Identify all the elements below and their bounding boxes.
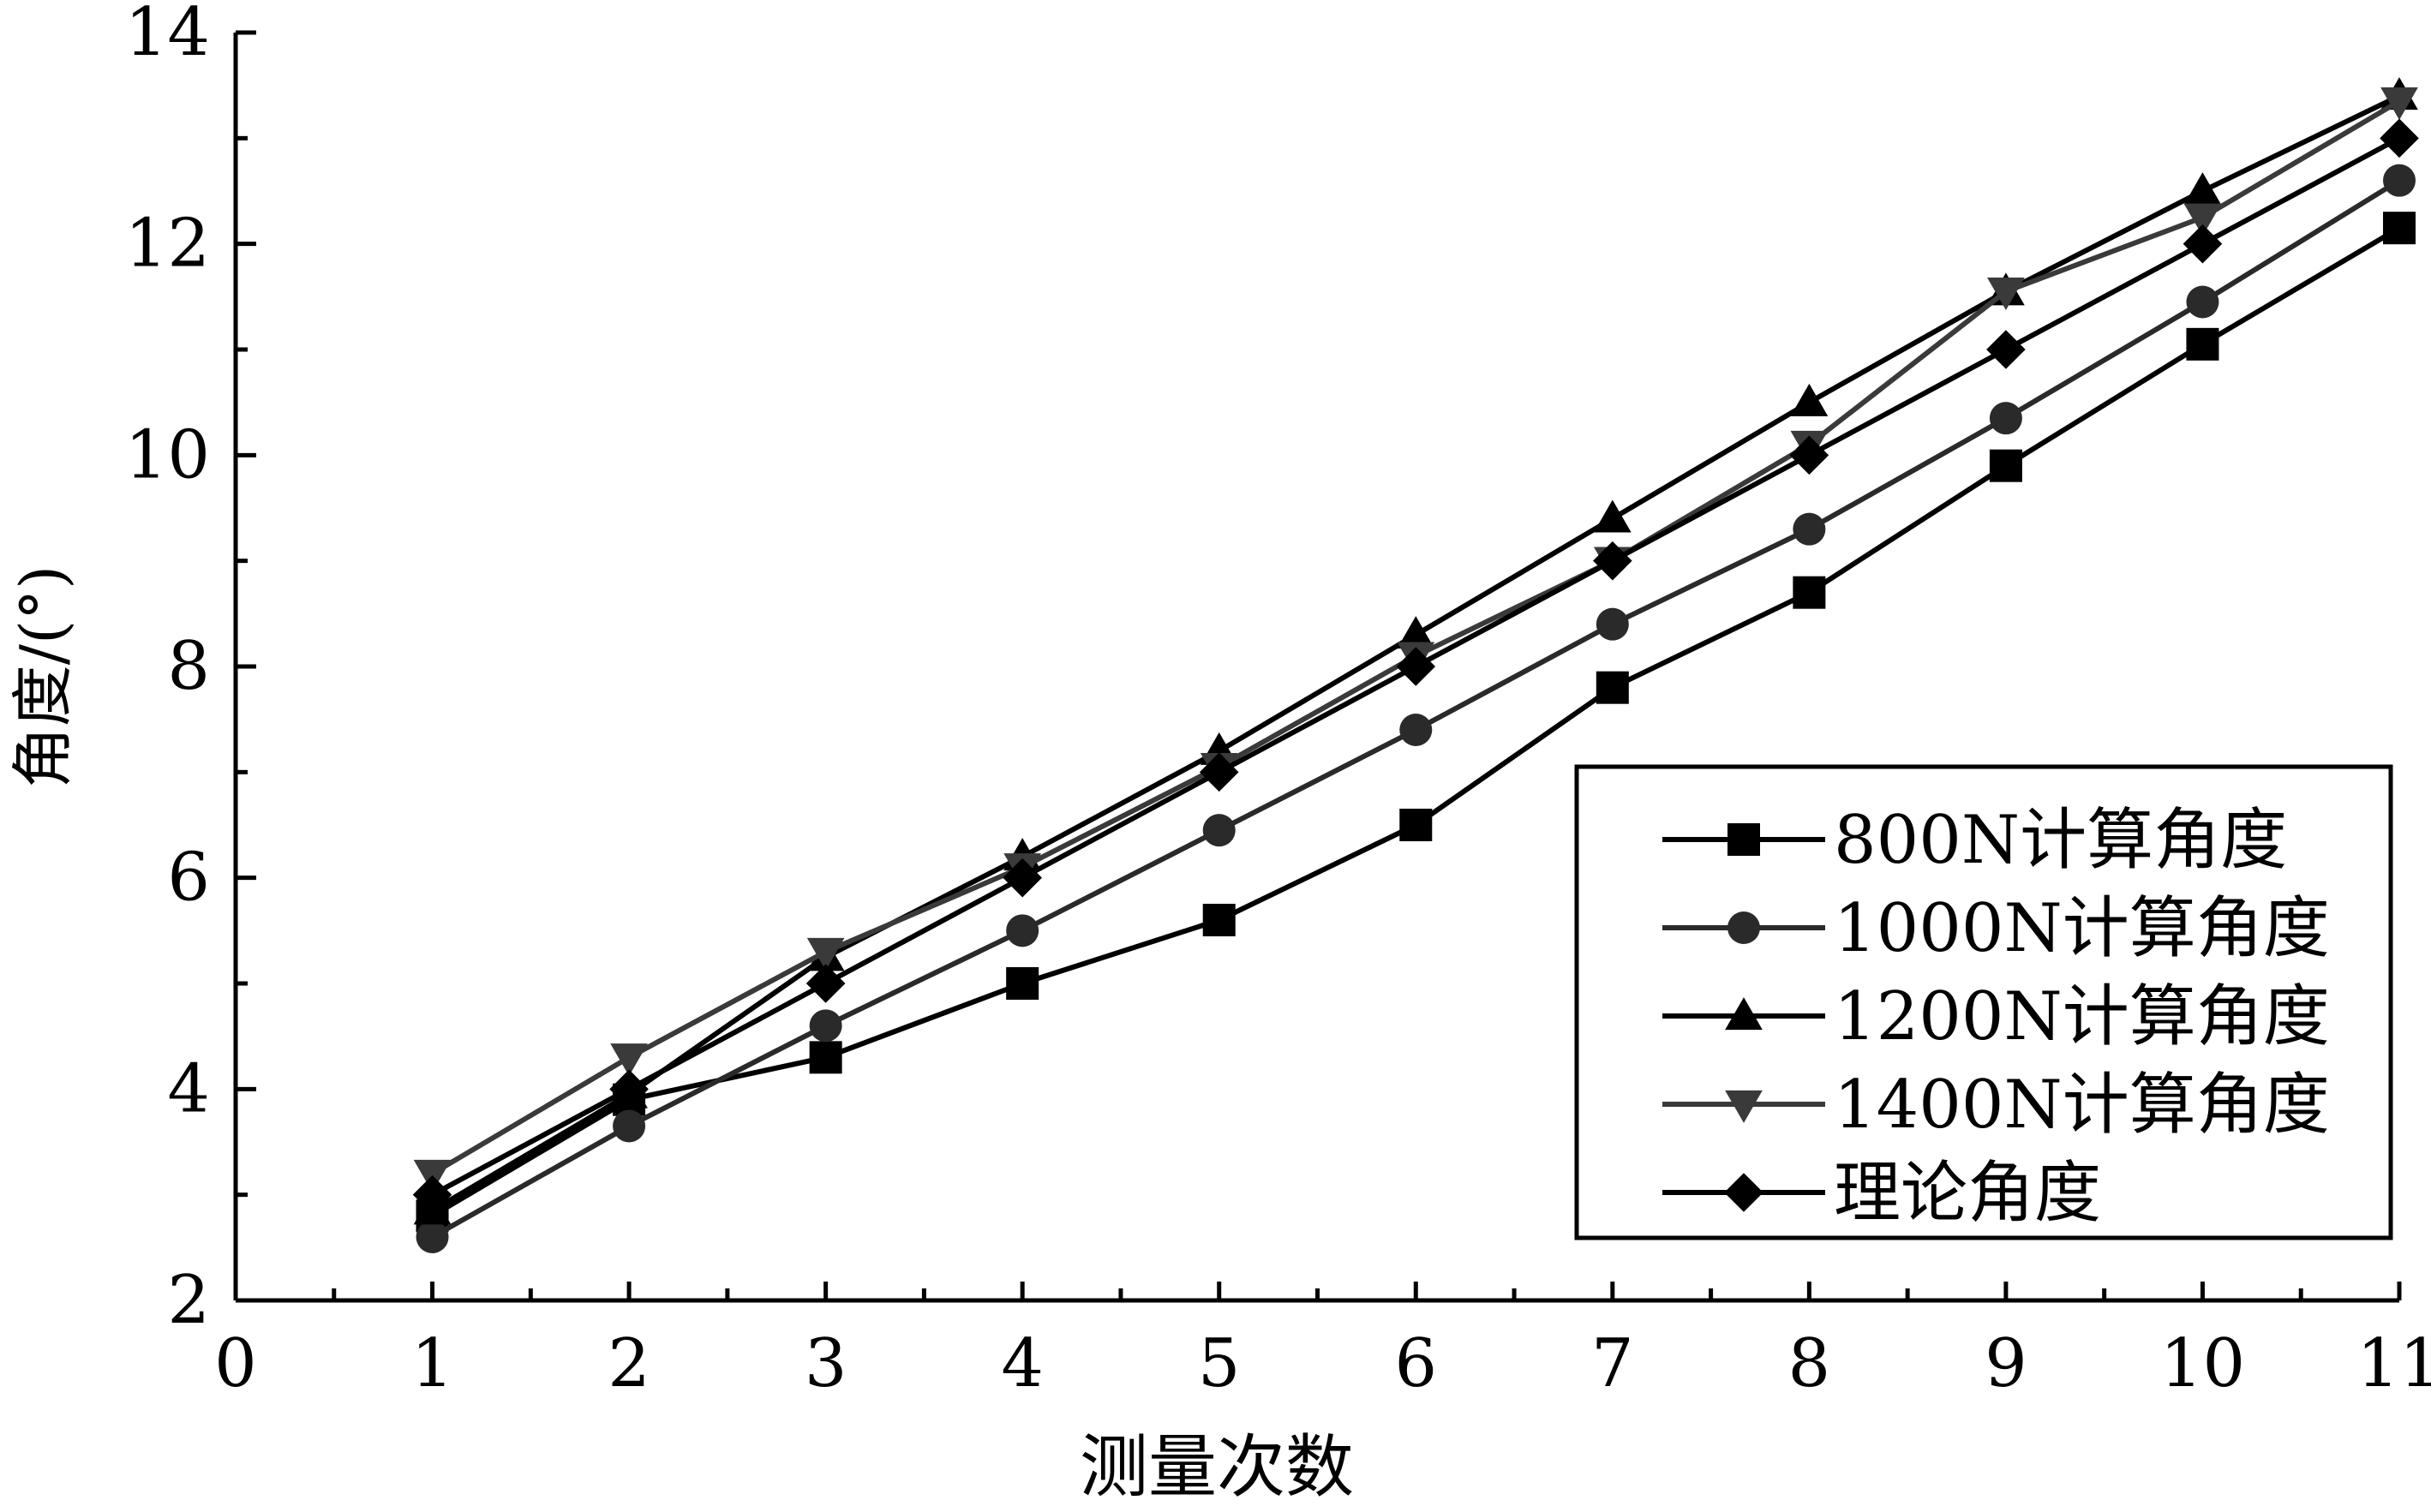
data-point: [809, 1009, 842, 1043]
data-point: [1202, 904, 1236, 936]
data-point: [1989, 449, 2022, 482]
legend-marker: [1727, 823, 1760, 856]
data-point: [2183, 203, 2222, 236]
data-point: [613, 1109, 646, 1143]
data-point: [412, 1174, 452, 1215]
x-tick-label: 11: [2356, 1325, 2431, 1402]
data-point: [2383, 212, 2416, 245]
legend-item: 1000N计算角度: [1662, 890, 2330, 967]
data-point: [2186, 285, 2219, 319]
data-point: [1989, 402, 2022, 435]
series-2: [416, 164, 2416, 1253]
data-point: [1399, 714, 1433, 746]
x-tick-label: 8: [1788, 1325, 1831, 1402]
data-point: [1790, 383, 1829, 416]
y-tick-label: 12: [125, 206, 210, 283]
data-point: [806, 937, 845, 971]
data-point: [2383, 164, 2416, 197]
x-tick-label: 2: [608, 1325, 650, 1402]
data-point: [2183, 224, 2223, 264]
legend-label: 800N计算角度: [1834, 802, 2287, 879]
legend-item: 理论角度: [1662, 1155, 2101, 1232]
legend-marker: [1727, 911, 1760, 944]
data-point: [805, 964, 846, 1003]
legend-item: 800N计算角度: [1662, 802, 2287, 879]
y-tick-label: 10: [125, 416, 210, 493]
data-point: [1593, 541, 1632, 581]
data-point: [2183, 172, 2222, 206]
data-point: [2186, 327, 2219, 361]
legend-marker: [1725, 997, 1763, 1031]
data-point: [610, 1043, 648, 1077]
data-point: [1202, 814, 1236, 847]
data-point: [1399, 809, 1433, 841]
legend-marker: [1725, 1090, 1763, 1123]
x-tick-label: 6: [1394, 1325, 1437, 1402]
series-5: [412, 118, 2419, 1215]
x-tick-label: 4: [1001, 1325, 1044, 1402]
legend-label: 理论角度: [1834, 1155, 2101, 1232]
data-point: [1793, 576, 1826, 609]
data-point: [1397, 616, 1435, 649]
x-tick-label: 3: [805, 1325, 847, 1402]
y-tick-label: 6: [167, 840, 210, 917]
data-point: [809, 1041, 842, 1074]
y-axis-label: 角度/(°): [7, 565, 79, 788]
x-tick-label: 9: [1985, 1325, 2027, 1402]
data-point: [1789, 435, 1829, 475]
legend-box: [1574, 764, 2393, 1240]
data-point: [1793, 512, 1826, 546]
data-point: [1006, 967, 1039, 1000]
series-layer: [412, 77, 2419, 1253]
x-tick-label: 1: [411, 1325, 454, 1402]
y-tick-label: 2: [167, 1262, 210, 1339]
data-point: [1199, 752, 1239, 792]
legend-label: 1400N计算角度: [1834, 1067, 2330, 1144]
data-point: [1986, 330, 2026, 369]
legend-marker: [1724, 1173, 1763, 1212]
series-1: [416, 212, 2416, 1233]
legend-label: 1200N计算角度: [1834, 978, 2330, 1055]
legend-item: 1200N计算角度: [1662, 978, 2330, 1055]
data-point: [1596, 607, 1629, 641]
data-point: [1987, 278, 2025, 311]
data-point: [416, 1221, 449, 1253]
y-tick-label: 4: [167, 1050, 210, 1127]
y-tick-label: 8: [167, 628, 210, 705]
data-point: [1003, 858, 1042, 898]
data-point: [2380, 87, 2418, 121]
data-point: [609, 1069, 649, 1109]
x-tick-label: 5: [1198, 1325, 1241, 1402]
data-point: [2380, 118, 2419, 158]
y-tick-label: 14: [125, 0, 210, 71]
x-axis-label: 测量次数: [1080, 1427, 1354, 1507]
x-tick-label: 10: [2160, 1325, 2245, 1402]
data-point: [1006, 914, 1039, 947]
x-tick-label: 7: [1591, 1325, 1634, 1402]
data-point: [1596, 671, 1629, 704]
data-point: [1593, 499, 1632, 533]
x-tick-label: 0: [214, 1325, 257, 1402]
data-point: [1396, 647, 1436, 686]
legend-item: 1400N计算角度: [1662, 1067, 2330, 1144]
legend-label: 1000N计算角度: [1834, 890, 2330, 967]
